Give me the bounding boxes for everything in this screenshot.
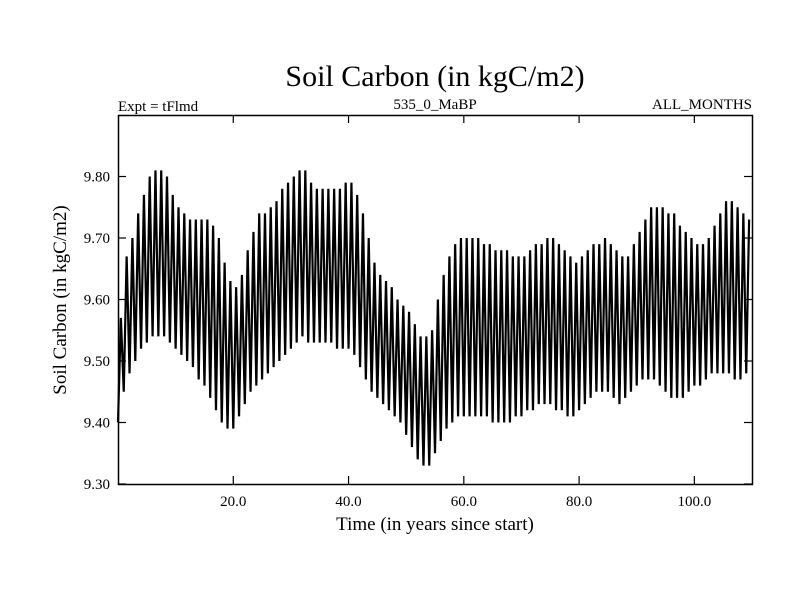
x-axis-label: Time (in years since start)	[336, 514, 534, 535]
x-tick-label: 100.0	[677, 494, 711, 510]
x-tick-label: 20.0	[220, 494, 246, 510]
x-tick-label: 40.0	[335, 494, 361, 510]
x-tick-label: 80.0	[566, 494, 592, 510]
y-tick-label: 9.40	[84, 416, 110, 432]
chart-title: Soil Carbon (in kgC/m2)	[285, 60, 584, 93]
y-tick-label: 9.80	[84, 170, 110, 186]
y-axis-ticks: 9.30 9.40 9.50 9.60 9.70 9.80	[84, 170, 752, 493]
experiment-label: Expt = tFlmd	[118, 99, 199, 115]
x-axis-ticks: 20.0 40.0 60.0 80.0 100.0	[220, 115, 711, 510]
soil-carbon-series-line	[116, 170, 751, 466]
period-label: 535_0_MaBP	[393, 97, 476, 113]
series-layer	[116, 170, 751, 466]
y-tick-label: 9.30	[84, 477, 110, 493]
months-label: ALL_MONTHS	[652, 97, 752, 113]
y-tick-label: 9.60	[84, 293, 110, 309]
y-tick-label: 9.50	[84, 354, 110, 370]
x-tick-label: 60.0	[451, 494, 477, 510]
y-axis-label: Soil Carbon (in kgC/m2)	[50, 205, 71, 394]
y-tick-label: 9.70	[84, 231, 110, 247]
plot-frame	[117, 114, 754, 486]
